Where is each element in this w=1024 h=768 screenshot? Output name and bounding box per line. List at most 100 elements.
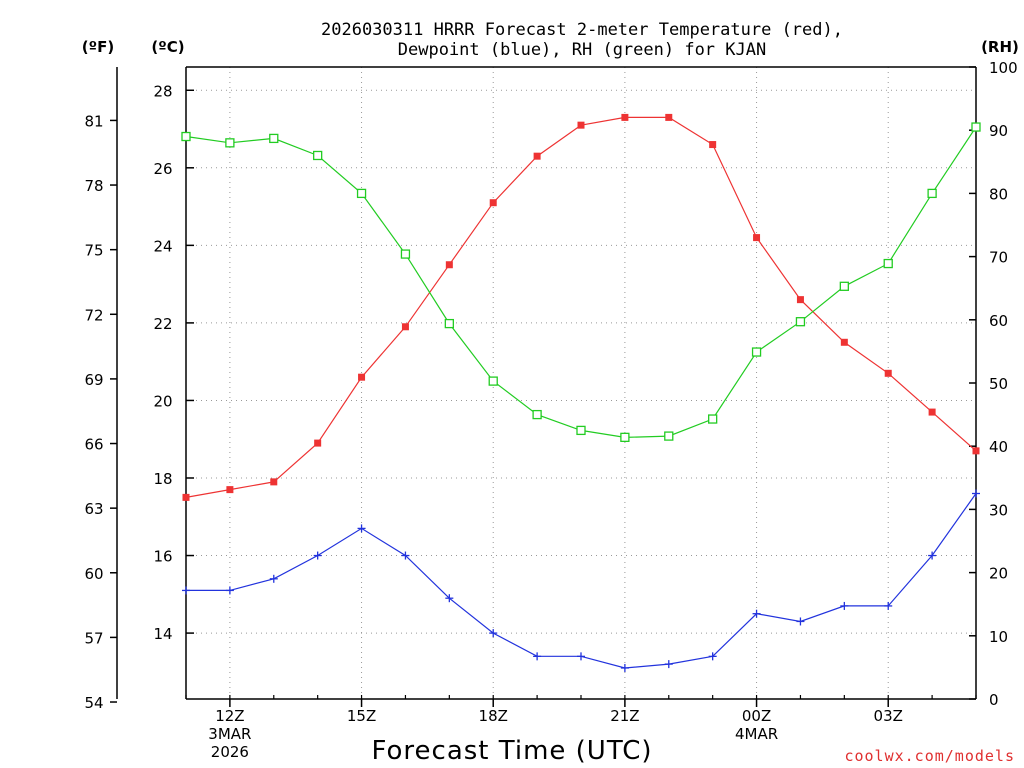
x-tick-label: 15Z [347, 707, 376, 725]
rh-point [356, 188, 367, 199]
dewpoint-point [182, 586, 190, 595]
y-tick-label-c: 24 [153, 237, 172, 255]
series-temperature [182, 113, 980, 501]
rh-point [927, 188, 937, 199]
chart-title-line1: 2026030311 HRRR Forecast 2-meter Tempera… [321, 20, 843, 40]
rh-point [839, 281, 849, 291]
rh-point [225, 138, 235, 148]
temperature-point [314, 439, 322, 447]
temperature-point [358, 373, 366, 381]
celsius-axis-unit: (ºC) [151, 38, 184, 56]
y-tick-label-f: 81 [84, 112, 103, 130]
dewpoint-point [972, 489, 980, 498]
y-tick-label-rh: 70 [989, 249, 1008, 267]
rh-point [708, 414, 718, 424]
y-tick-label-rh: 30 [989, 501, 1008, 519]
temperature-point [796, 296, 804, 304]
x-tick-label: 3MAR [208, 725, 251, 743]
rh-point [795, 317, 806, 327]
temperature-point [182, 493, 190, 501]
x-axis-label: Forecast Time (UTC) [371, 736, 652, 766]
x-tick-label: 4MAR [735, 725, 778, 743]
dewpoint-point [708, 652, 717, 661]
temperature-point [270, 478, 278, 486]
temperature-point [928, 408, 936, 416]
y-tick-label-c: 22 [153, 315, 172, 333]
temperature-point [401, 323, 409, 331]
series-rh [181, 122, 981, 443]
temperature-point [884, 369, 892, 377]
x-tick-label: 00Z [742, 707, 771, 725]
dewpoint-point [884, 601, 893, 610]
temperature-point [445, 261, 453, 269]
y-tick-label-c: 14 [153, 625, 172, 643]
x-tick-label: 18Z [479, 707, 508, 725]
gridlines [186, 67, 976, 699]
dewpoint-point [269, 574, 278, 583]
dewpoint-point [357, 524, 366, 533]
temperature-point [226, 486, 234, 494]
axes: 54 57 60 63 66 69 72 75 78 81 14 16 18 20 22 24 26 28 0 10 2… [84, 59, 1017, 761]
x-tick-label: 12Z [215, 707, 244, 725]
y-tick-label-f: 60 [84, 565, 103, 583]
rh-point [400, 249, 411, 259]
y-tick-label-rh: 90 [989, 122, 1008, 140]
rh-point [181, 131, 191, 142]
y-tick-label-c: 16 [153, 548, 172, 566]
x-tick-label: 03Z [874, 707, 903, 725]
temperature-point [665, 113, 673, 121]
dewpoint-point [401, 551, 410, 560]
y-tick-label-f: 66 [84, 436, 103, 454]
rh-point [576, 425, 586, 436]
y-tick-label-c: 18 [153, 470, 172, 488]
dewpoint-line [186, 493, 977, 669]
y-tick-label-f: 72 [84, 306, 103, 324]
rh-point [751, 347, 762, 357]
y-tick-label-f: 78 [84, 177, 103, 195]
temperature-point [753, 234, 761, 242]
dewpoint-point [928, 551, 937, 560]
y-tick-label-f: 63 [84, 500, 103, 518]
rh-point [313, 150, 323, 161]
y-tick-label-rh: 80 [989, 185, 1008, 203]
dewpoint-point [752, 609, 761, 618]
temperature-point [621, 113, 629, 121]
temperature-point [533, 152, 541, 160]
fahrenheit-axis-unit: (ºF) [82, 38, 114, 56]
x-tick-label: 2026 [211, 743, 249, 761]
rh-point [883, 258, 893, 269]
rh-point [269, 133, 279, 144]
y-tick-label-rh: 0 [989, 691, 999, 709]
data-series [181, 113, 981, 672]
rh-point [444, 318, 454, 329]
dewpoint-point [313, 551, 322, 560]
dewpoint-point [840, 601, 849, 610]
rh-point [971, 122, 981, 132]
temperature-point [840, 338, 848, 346]
dewpoint-point [489, 629, 498, 638]
temperature-line [185, 116, 977, 498]
y-tick-label-c: 28 [153, 82, 172, 100]
y-tick-label-f: 57 [84, 629, 103, 647]
rh-point [488, 376, 498, 386]
x-tick-label: 21Z [610, 707, 639, 725]
temperature-point [709, 141, 717, 149]
y-tick-label-f: 75 [84, 242, 103, 260]
y-tick-label-f: 54 [84, 694, 103, 712]
dewpoint-point [796, 617, 805, 626]
dewpoint-point [445, 594, 454, 603]
chart-title-line2: Dewpoint (blue), RH (green) for KJAN [398, 40, 766, 60]
temperature-point [489, 199, 497, 207]
y-tick-label-rh: 100 [989, 59, 1018, 77]
dewpoint-point [664, 660, 673, 669]
dewpoint-point [620, 663, 629, 672]
dewpoint-point [533, 652, 542, 661]
rh-axis-unit: (RH) [981, 38, 1019, 56]
y-tick-label-rh: 40 [989, 438, 1008, 456]
y-tick-label-rh: 10 [989, 628, 1008, 646]
rh-point [620, 432, 630, 443]
y-tick-label-c: 26 [153, 160, 172, 178]
y-tick-label-rh: 50 [989, 375, 1008, 393]
temperature-point [577, 121, 585, 129]
